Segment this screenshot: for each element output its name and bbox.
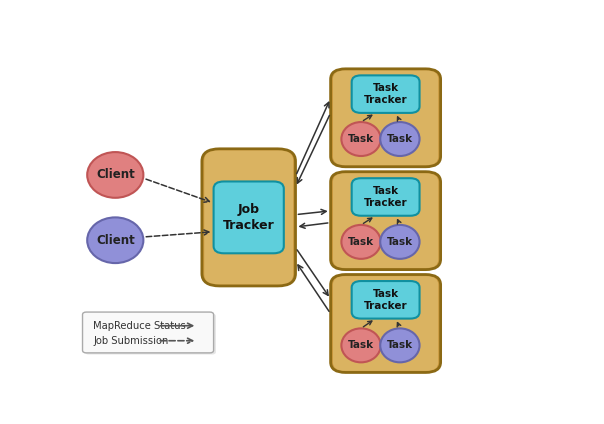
Text: Task
Tracker: Task Tracker xyxy=(364,83,408,105)
FancyBboxPatch shape xyxy=(85,314,216,354)
FancyBboxPatch shape xyxy=(352,75,420,113)
Ellipse shape xyxy=(87,218,143,263)
Text: Task: Task xyxy=(348,134,374,144)
Ellipse shape xyxy=(381,122,420,156)
FancyBboxPatch shape xyxy=(330,172,441,270)
FancyBboxPatch shape xyxy=(202,149,295,286)
FancyBboxPatch shape xyxy=(352,281,420,318)
Text: Job
Tracker: Job Tracker xyxy=(223,203,275,232)
Ellipse shape xyxy=(341,328,381,363)
FancyBboxPatch shape xyxy=(204,151,293,285)
FancyBboxPatch shape xyxy=(214,181,284,253)
Ellipse shape xyxy=(381,225,420,259)
Ellipse shape xyxy=(341,122,381,156)
Ellipse shape xyxy=(87,152,143,198)
FancyBboxPatch shape xyxy=(352,178,420,216)
Text: Task
Tracker: Task Tracker xyxy=(364,186,408,208)
Text: Task
Tracker: Task Tracker xyxy=(364,289,408,311)
FancyBboxPatch shape xyxy=(330,69,441,167)
FancyBboxPatch shape xyxy=(333,276,439,371)
Text: Task: Task xyxy=(387,134,413,144)
Text: Task: Task xyxy=(387,340,413,350)
Text: MapReduce Status: MapReduce Status xyxy=(93,321,186,331)
Ellipse shape xyxy=(381,328,420,363)
Text: Task: Task xyxy=(348,340,374,350)
Ellipse shape xyxy=(341,225,381,259)
Text: Task: Task xyxy=(387,237,413,247)
FancyBboxPatch shape xyxy=(333,173,439,268)
Text: Job Submission: Job Submission xyxy=(93,336,169,346)
FancyBboxPatch shape xyxy=(83,312,214,353)
FancyBboxPatch shape xyxy=(333,70,439,165)
Text: Client: Client xyxy=(96,234,135,247)
Text: Client: Client xyxy=(96,168,135,181)
Text: Task: Task xyxy=(348,237,374,247)
FancyBboxPatch shape xyxy=(330,274,441,372)
